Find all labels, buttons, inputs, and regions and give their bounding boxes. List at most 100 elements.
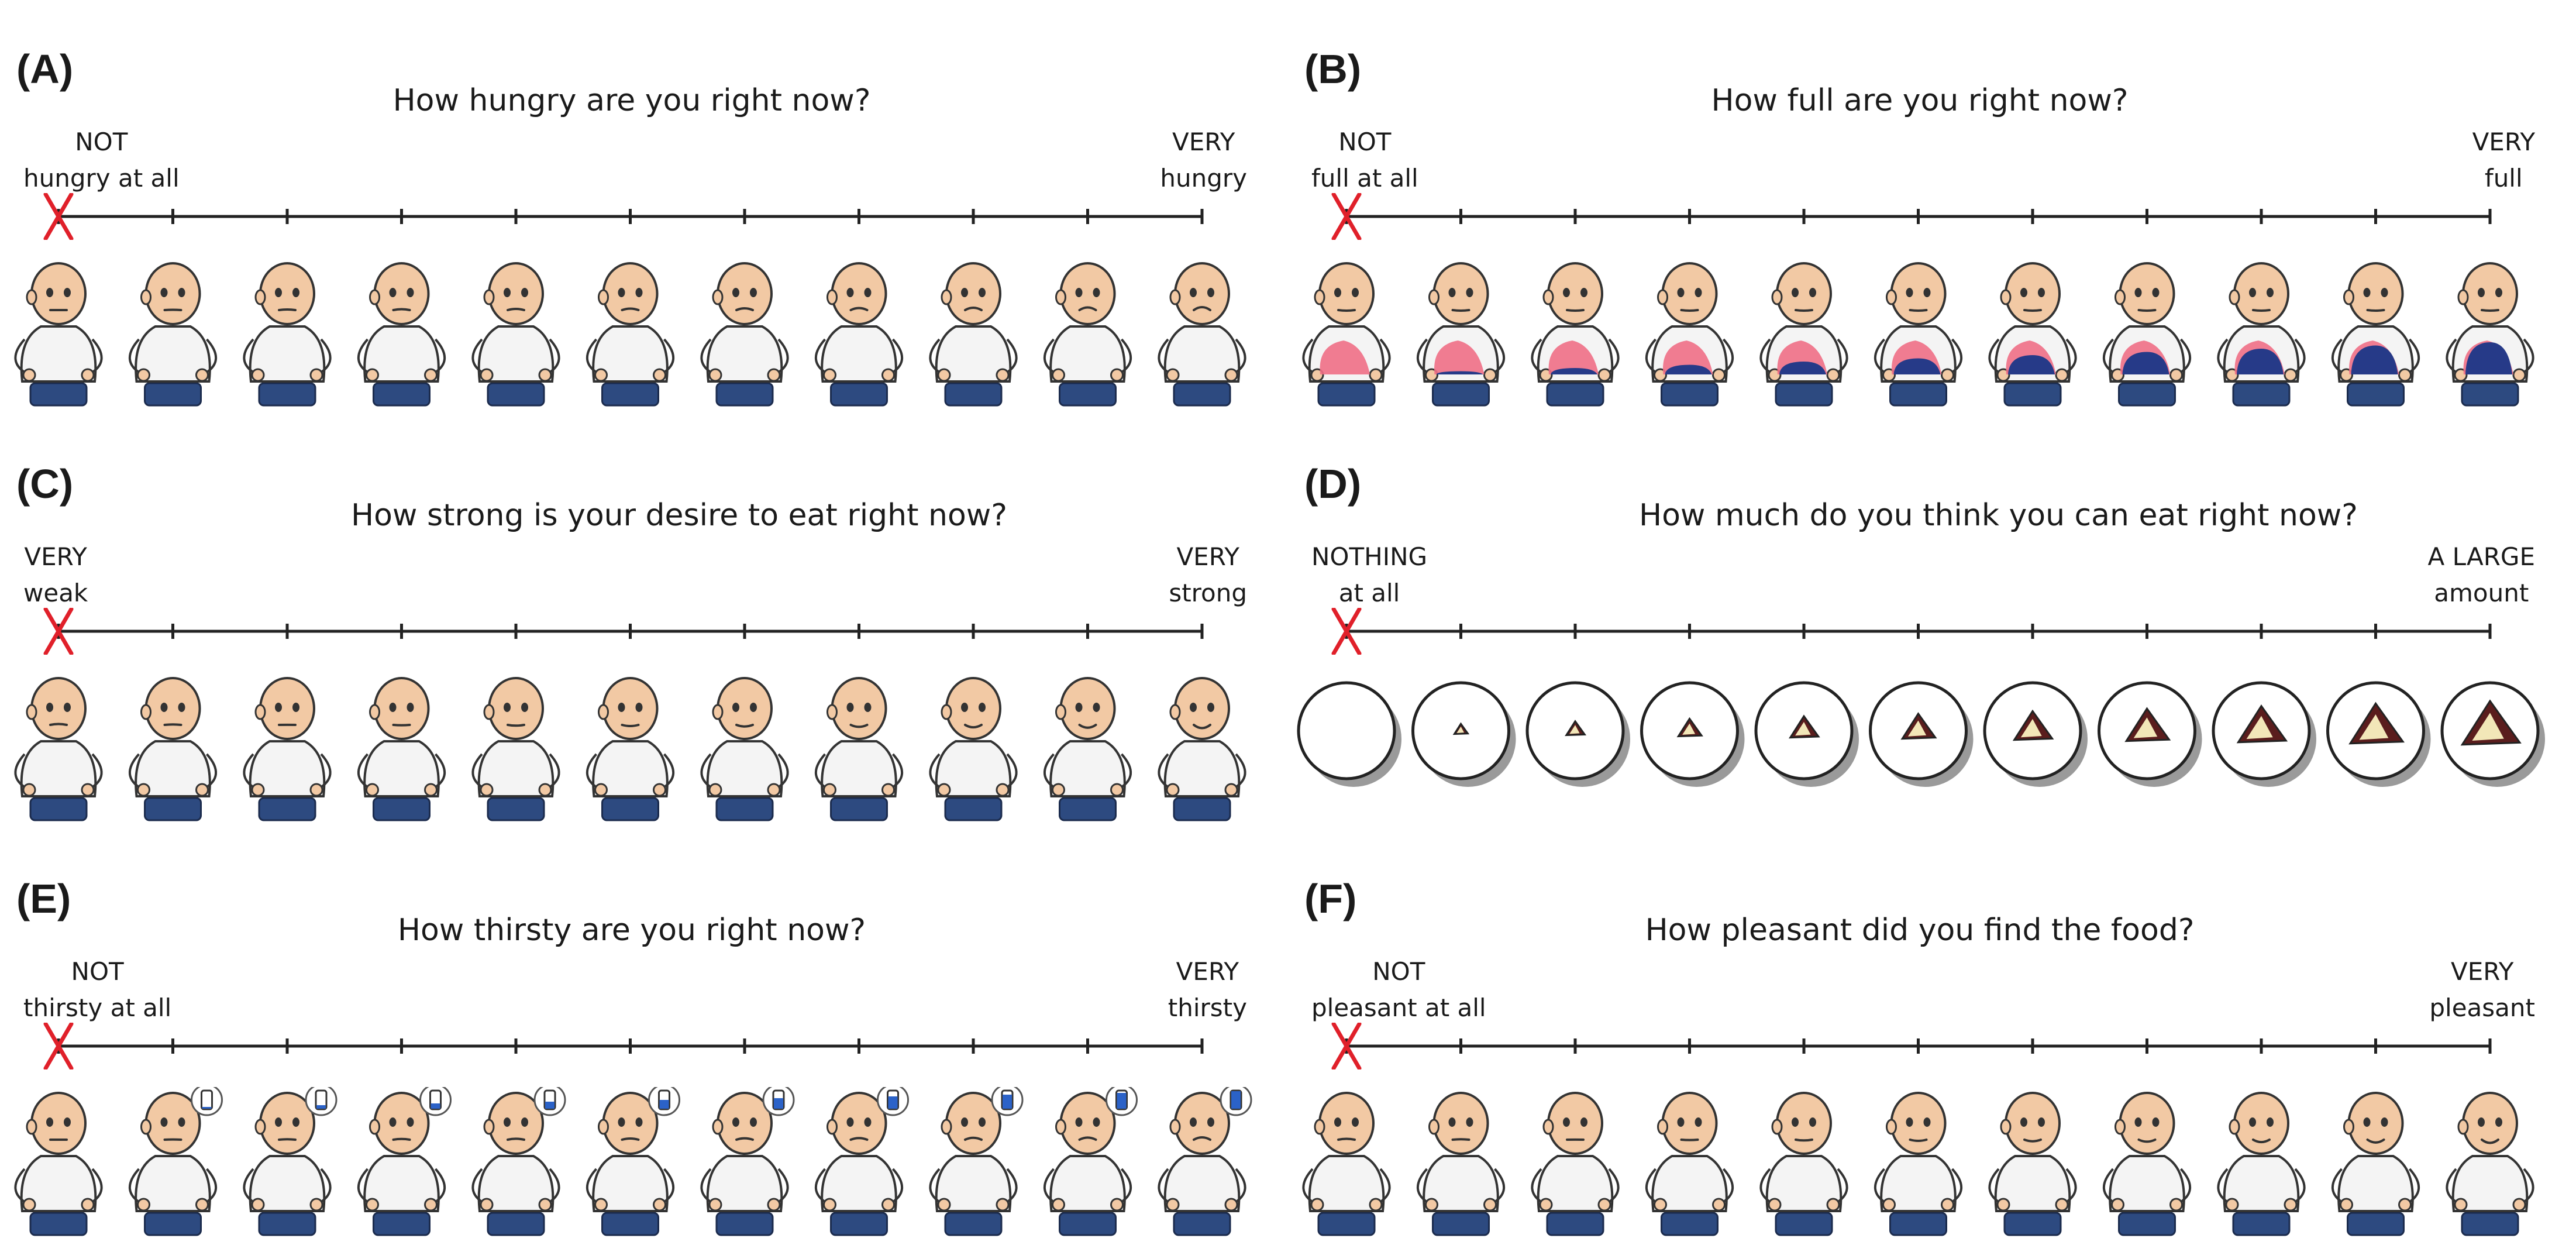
selection-x-marker: [43, 608, 74, 655]
panel-label: (B): [1304, 46, 1362, 92]
panel-b: (B) How full are you right now? NOT full…: [1288, 0, 2576, 415]
rating-scale[interactable]: [1288, 193, 2576, 240]
person-pleasantness-icon: [2446, 1092, 2534, 1236]
left-anchor-line-1: NOT: [1372, 957, 1425, 986]
person-stomach-fullness-icon: [1645, 262, 1734, 407]
right-anchor-line-1: VERY: [2450, 957, 2514, 986]
person-thirst-bottle-icon: [815, 1087, 909, 1236]
food-plate-icon: [2098, 681, 2202, 787]
person-stomach-fullness-icon: [2332, 262, 2420, 407]
person-thirst-bottle-icon: [586, 1087, 680, 1236]
rating-scale[interactable]: [0, 608, 1288, 655]
question-text: How strong is your desire to eat right n…: [351, 498, 1007, 533]
person-pleasantness-icon: [1988, 1092, 2077, 1236]
panel-label: (C): [16, 461, 74, 507]
person-hunger-icon: [1158, 262, 1246, 407]
person-desire-icon: [1158, 677, 1246, 821]
rating-scale[interactable]: [0, 1023, 1288, 1069]
person-desire-icon: [243, 677, 332, 821]
person-pleasantness-icon: [1302, 1092, 1391, 1236]
panel-c: (C) How strong is your desire to eat rig…: [0, 415, 1288, 830]
right-anchor-label: VERY thirsty: [1168, 954, 1247, 1026]
icon-row: [14, 1087, 1252, 1236]
right-anchor-line-2: pleasant: [2429, 993, 2535, 1022]
left-anchor-line-1: NOT: [75, 128, 128, 156]
person-pleasantness-icon: [1874, 1092, 1962, 1236]
left-anchor-label: NOTHING at all: [1311, 539, 1427, 611]
person-thirst-bottle-icon: [14, 1092, 103, 1236]
panel-label: (F): [1304, 876, 1357, 921]
person-stomach-fullness-icon: [1302, 262, 1391, 407]
right-anchor-line-1: VERY: [1172, 128, 1235, 156]
right-anchor-line-2: amount: [2434, 579, 2529, 607]
selection-x-marker: [43, 193, 74, 240]
person-hunger-icon: [243, 262, 332, 407]
person-desire-icon: [700, 677, 789, 821]
person-desire-icon: [1044, 677, 1132, 821]
question-text: How full are you right now?: [1711, 83, 2129, 118]
person-stomach-fullness-icon: [2103, 262, 2191, 407]
left-anchor-line-2: at all: [1338, 579, 1400, 607]
right-anchor-line-2: hungry: [1160, 164, 1247, 192]
person-pleasantness-icon: [2217, 1092, 2306, 1236]
icon-row: [1302, 1092, 2534, 1236]
person-pleasantness-icon: [2103, 1092, 2191, 1236]
food-plate-icon: [1297, 681, 1401, 787]
person-hunger-icon: [815, 262, 903, 407]
person-stomach-fullness-icon: [1531, 262, 1620, 407]
question-text: How pleasant did you find the food?: [1645, 913, 2195, 948]
person-stomach-fullness-icon: [2217, 262, 2306, 407]
person-thirst-bottle-icon: [243, 1087, 338, 1236]
icon-row: [14, 262, 1246, 407]
person-hunger-icon: [471, 262, 560, 407]
person-pleasantness-icon: [1531, 1092, 1620, 1236]
right-anchor-line-1: VERY: [2472, 128, 2535, 156]
rating-scale[interactable]: [1288, 608, 2576, 655]
rating-scale[interactable]: [1288, 1023, 2576, 1069]
person-pleasantness-icon: [1645, 1092, 1734, 1236]
left-anchor-label: NOT thirsty at all: [23, 954, 171, 1026]
selection-x-marker: [1331, 608, 1362, 655]
food-plate-icon: [1640, 681, 1745, 787]
person-hunger-icon: [129, 262, 217, 407]
left-anchor-line-2: hungry at all: [23, 164, 180, 192]
person-desire-icon: [14, 677, 103, 821]
person-stomach-fullness-icon: [1874, 262, 1962, 407]
panel-a: (A) How hungry are you right now? NOT hu…: [0, 0, 1288, 415]
right-anchor-label: VERY full: [2472, 124, 2535, 197]
food-plate-icon: [2212, 681, 2316, 787]
left-anchor-line-1: NOT: [1338, 128, 1392, 156]
person-hunger-icon: [14, 262, 103, 407]
food-plate-icon: [1754, 681, 1859, 787]
person-thirst-bottle-icon: [357, 1087, 452, 1236]
question-text: How much do you think you can eat right …: [1639, 498, 2358, 533]
person-desire-icon: [586, 677, 674, 821]
icon-row: [1297, 681, 2545, 787]
left-anchor-label: NOT pleasant at all: [1311, 954, 1486, 1026]
right-anchor-label: VERY hungry: [1160, 124, 1247, 197]
panel-e: (E) How thirsty are you right now? NOT t…: [0, 830, 1288, 1244]
person-hunger-icon: [586, 262, 674, 407]
icon-row: [1302, 262, 2534, 407]
person-pleasantness-icon: [1759, 1092, 1848, 1236]
left-anchor-label: NOT full at all: [1311, 124, 1418, 197]
person-thirst-bottle-icon: [700, 1087, 795, 1236]
person-stomach-fullness-icon: [2446, 262, 2534, 407]
person-desire-icon: [129, 677, 217, 821]
person-hunger-icon: [357, 262, 446, 407]
right-anchor-label: VERY strong: [1169, 539, 1247, 611]
person-stomach-fullness-icon: [1759, 262, 1848, 407]
left-anchor-line-1: NOTHING: [1311, 542, 1428, 571]
person-desire-icon: [357, 677, 446, 821]
right-anchor-line-1: A LARGE: [2427, 542, 2535, 571]
person-desire-icon: [815, 677, 903, 821]
selection-x-marker: [43, 1023, 74, 1069]
icon-row: [14, 677, 1246, 821]
food-plate-icon: [2326, 681, 2431, 787]
person-pleasantness-icon: [2332, 1092, 2420, 1236]
question-text: How hungry are you right now?: [392, 83, 871, 118]
rating-scale[interactable]: [0, 193, 1288, 240]
selection-x-marker: [1331, 1023, 1362, 1069]
right-anchor-line-1: VERY: [1176, 542, 1239, 571]
left-anchor-line-2: full at all: [1311, 164, 1418, 192]
